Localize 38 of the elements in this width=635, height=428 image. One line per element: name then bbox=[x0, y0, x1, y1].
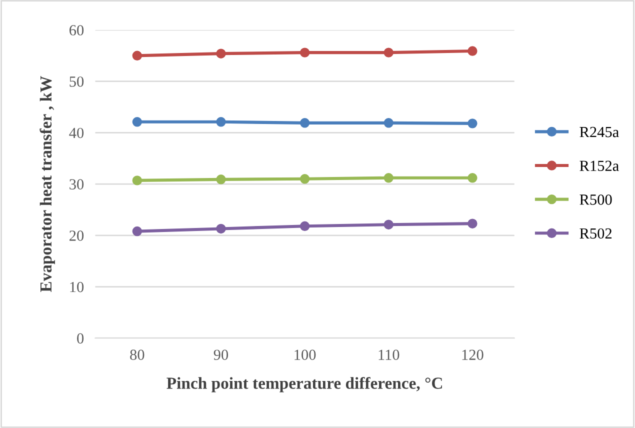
y-tick-label: 20 bbox=[70, 230, 84, 241]
point bbox=[384, 220, 394, 230]
point bbox=[216, 48, 226, 58]
point bbox=[468, 46, 478, 56]
x-axis-title: Pinch point temperature difference, °C bbox=[166, 376, 442, 392]
point bbox=[384, 173, 394, 183]
point bbox=[384, 48, 394, 58]
y-tick-label: 30 bbox=[70, 179, 84, 190]
legend-label: R152a bbox=[580, 160, 619, 172]
legend-label: R500 bbox=[580, 194, 612, 205]
y-tick-label: 60 bbox=[70, 25, 84, 36]
point bbox=[132, 117, 142, 127]
x-tick-label: 120 bbox=[462, 350, 484, 360]
point bbox=[300, 174, 310, 184]
point bbox=[468, 118, 478, 128]
point bbox=[216, 117, 226, 127]
legend-label: R502 bbox=[580, 228, 612, 239]
point bbox=[384, 118, 394, 128]
point bbox=[132, 50, 142, 60]
point bbox=[300, 48, 310, 58]
point bbox=[300, 118, 310, 128]
y-tick-label: 0 bbox=[77, 333, 84, 344]
point bbox=[132, 176, 142, 186]
y-axis-title: Evaporator heat transfer , kW bbox=[40, 76, 55, 292]
point bbox=[468, 173, 478, 183]
y-tick-label: 40 bbox=[69, 128, 84, 138]
point bbox=[216, 174, 226, 184]
point bbox=[300, 221, 310, 232]
x-tick-label: 110 bbox=[378, 350, 400, 360]
x-tick-label: 80 bbox=[130, 350, 144, 360]
y-tick-label: 10 bbox=[70, 282, 84, 292]
x-tick-label: 100 bbox=[294, 350, 316, 360]
point bbox=[216, 224, 226, 234]
point bbox=[132, 226, 142, 236]
point bbox=[468, 218, 478, 228]
x-tick-label: 90 bbox=[214, 350, 228, 360]
y-tick-label: 50 bbox=[70, 76, 84, 87]
legend-label: R245a bbox=[580, 126, 619, 138]
